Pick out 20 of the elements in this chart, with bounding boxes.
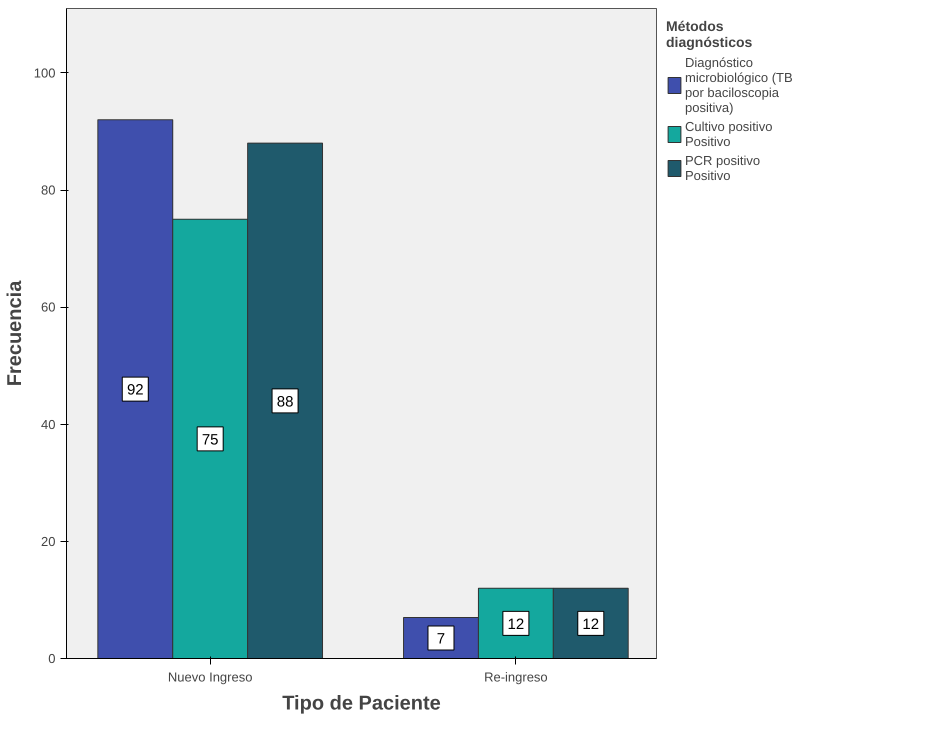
legend-label: Diagnóstico microbiológico (TB por baciloscopia positiva): [685, 55, 793, 115]
y-tick-label: 60: [41, 300, 56, 315]
x-axis-title: Tipo de Paciente: [282, 692, 441, 714]
data-label: 7: [436, 630, 446, 648]
legend-title: Métodos diagnósticos: [666, 18, 754, 50]
data-label: 92: [126, 382, 144, 399]
x-tick-label: Nuevo Ingreso: [168, 670, 252, 684]
data-label: 12: [582, 616, 600, 633]
legend-label: PCR positivo Positivo: [685, 153, 760, 183]
y-tick-label: 20: [41, 534, 56, 549]
y-tick-label: 40: [41, 416, 56, 432]
y-tick-label: 80: [41, 182, 56, 198]
data-label: 12: [508, 616, 524, 633]
data-label: 75: [202, 431, 219, 448]
data-label: 88: [276, 393, 294, 410]
y-axis-title: Frecuencia: [4, 280, 26, 386]
x-tick-label: Re-ingreso: [484, 670, 548, 684]
legend-label: Cultivo positivo Positivo: [685, 119, 772, 149]
y-tick-label: 0: [48, 651, 56, 666]
y-tick-label: 100: [34, 65, 56, 80]
